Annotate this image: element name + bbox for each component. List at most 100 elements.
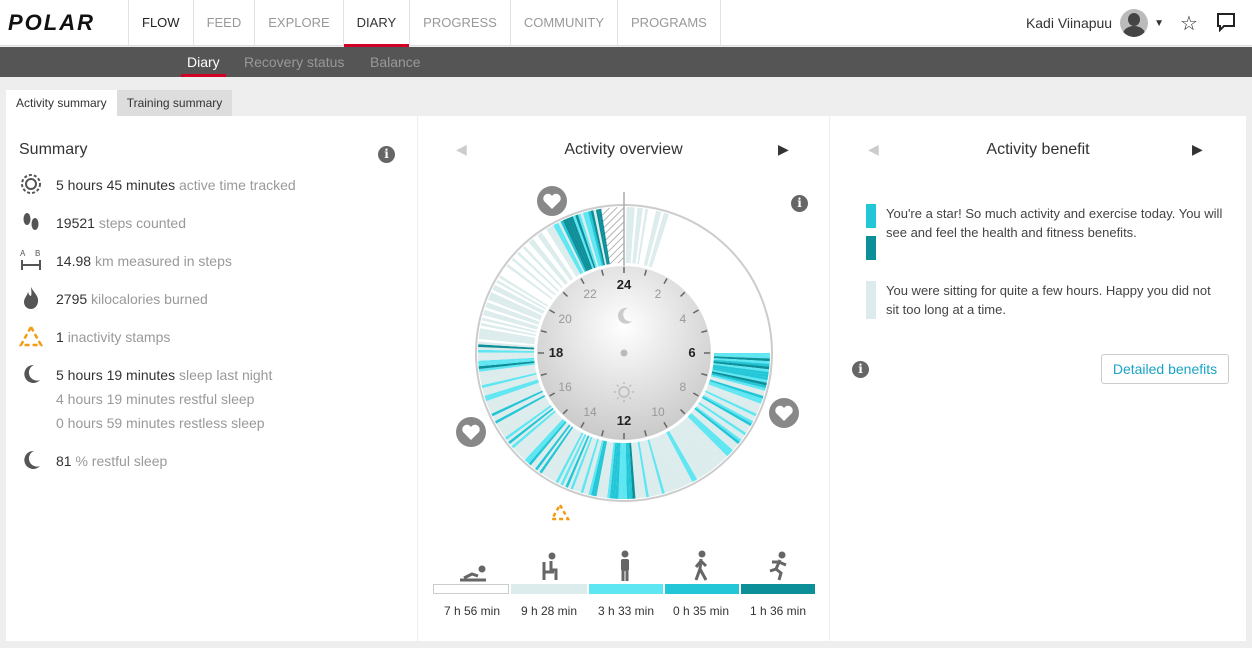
activity-segment (650, 213, 670, 268)
activity-segment (478, 356, 535, 361)
restful-percent-row: 81 % restful sleep (56, 453, 168, 469)
chevron-down-icon[interactable]: ▼ (1154, 17, 1164, 29)
summary-panel: Summary i 5 hours 45 minutes active time… (6, 116, 417, 641)
activity-segment (511, 410, 556, 449)
activity-segment (694, 407, 740, 445)
activity-segment (500, 400, 549, 433)
nav-flow[interactable]: FLOW (128, 0, 193, 46)
next-arrow-icon[interactable]: ▶ (778, 141, 789, 157)
activity-segment (585, 211, 602, 267)
info-icon[interactable]: i (791, 195, 808, 212)
subnav-diary[interactable]: Diary (181, 47, 226, 77)
activity-segment (702, 395, 754, 424)
polar-logo[interactable]: POLAR (8, 10, 95, 35)
activity-segment (478, 349, 535, 353)
activity-segment (565, 218, 590, 271)
info-icon[interactable]: i (378, 146, 395, 163)
activity-segment (601, 441, 612, 498)
active-time-row: 5 hours 45 minutes active time tracked (56, 177, 296, 193)
hour-label: 22 (583, 287, 597, 301)
nav-explore[interactable]: EXPLORE (254, 0, 342, 46)
benefit-bar-running (866, 236, 876, 260)
activity-segment (664, 432, 693, 484)
nav-feed[interactable]: FEED (192, 0, 255, 46)
activity-segment (478, 357, 535, 364)
activity-segment (572, 215, 595, 269)
activity-segment (682, 420, 722, 464)
subnav-balance[interactable]: Balance (370, 54, 421, 70)
legend-bar-walking (665, 584, 739, 594)
activity-segment (544, 229, 577, 278)
activity-segment (659, 218, 684, 271)
activity-segment (570, 216, 593, 270)
chat-icon[interactable] (1216, 12, 1236, 38)
activity-segment (530, 422, 568, 468)
activity-segment (516, 414, 560, 455)
activity-segment (482, 314, 538, 332)
prev-arrow-icon[interactable]: ◀ (868, 141, 879, 157)
subnav-recovery-status[interactable]: Recovery status (244, 54, 345, 70)
activity-segment (701, 396, 752, 427)
hour-label: 16 (558, 380, 572, 394)
activity-segment (593, 209, 607, 266)
hour-tick (663, 278, 668, 285)
legend-value-sitting: 9 h 28 min (520, 604, 578, 618)
prev-arrow-icon[interactable]: ◀ (456, 141, 467, 157)
activity-segment (695, 406, 742, 442)
nav-progress[interactable]: PROGRESS (409, 0, 510, 46)
benefit-text-sitting: You were sitting for quite a few hours. … (886, 283, 1211, 317)
night-moon-icon (617, 307, 632, 324)
hour-tick (580, 278, 585, 285)
activity-segment (708, 382, 762, 404)
next-arrow-icon[interactable]: ▶ (1192, 141, 1203, 157)
steps-row: 19521 steps counted (56, 215, 186, 231)
activity-segment (478, 344, 535, 350)
activity-segment (509, 259, 555, 297)
top-bar: POLAR FLOW FEED EXPLORE DIARY PROGRESS C… (0, 0, 1252, 47)
activity-segment (654, 215, 677, 269)
legend-bar-sitting (511, 584, 587, 594)
activity-segment (532, 237, 570, 283)
user-name[interactable]: Kadi Viinapuu (1025, 15, 1113, 31)
activity-segment (478, 333, 535, 343)
nav-community[interactable]: COMMUNITY (509, 0, 617, 46)
activity-segment (515, 253, 559, 294)
info-icon[interactable]: i (852, 361, 869, 378)
heart-marker-icon (769, 398, 799, 428)
star-icon[interactable]: ☆ (1180, 13, 1198, 35)
activity-segment (479, 328, 536, 340)
hour-tick (601, 269, 605, 276)
detailed-benefits-button[interactable]: Detailed benefits (1101, 354, 1229, 384)
inactivity-stamp-icon (549, 502, 571, 521)
sun-icon (614, 382, 634, 402)
activity-segment (585, 439, 603, 495)
activity-segment (504, 405, 552, 440)
activity-segment (632, 442, 641, 499)
activity-segment (583, 439, 601, 494)
hour-label: 2 (655, 287, 662, 301)
nav-diary[interactable]: DIARY (342, 0, 410, 47)
tab-activity-summary[interactable]: Activity summary (6, 90, 117, 116)
activity-segment (575, 214, 596, 269)
tab-training-summary[interactable]: Training summary (116, 90, 233, 116)
user-menu[interactable]: Kadi Viinapuu ▼ (1026, 0, 1164, 46)
activity-segment (522, 417, 563, 461)
legend-value-walking: 0 h 35 min (672, 604, 730, 618)
activity-segment (497, 397, 547, 429)
restless-sleep-row: 0 hours 59 minutes restless sleep (56, 415, 265, 431)
hour-label: 12 (617, 413, 631, 428)
activity-segment (651, 214, 672, 268)
activity-segment (560, 433, 587, 486)
activity-segment (653, 214, 675, 269)
activity-segment (713, 361, 770, 370)
activity-segment (481, 371, 537, 386)
avatar[interactable] (1120, 9, 1149, 37)
nav-programs[interactable]: PROGRAMS (617, 0, 721, 46)
activity-ring-icon (18, 172, 44, 196)
activity-segment (670, 429, 702, 478)
activity-segment (539, 426, 574, 474)
activity-segment (562, 219, 588, 272)
activity-segment (513, 411, 557, 451)
activity-segment (492, 392, 544, 419)
